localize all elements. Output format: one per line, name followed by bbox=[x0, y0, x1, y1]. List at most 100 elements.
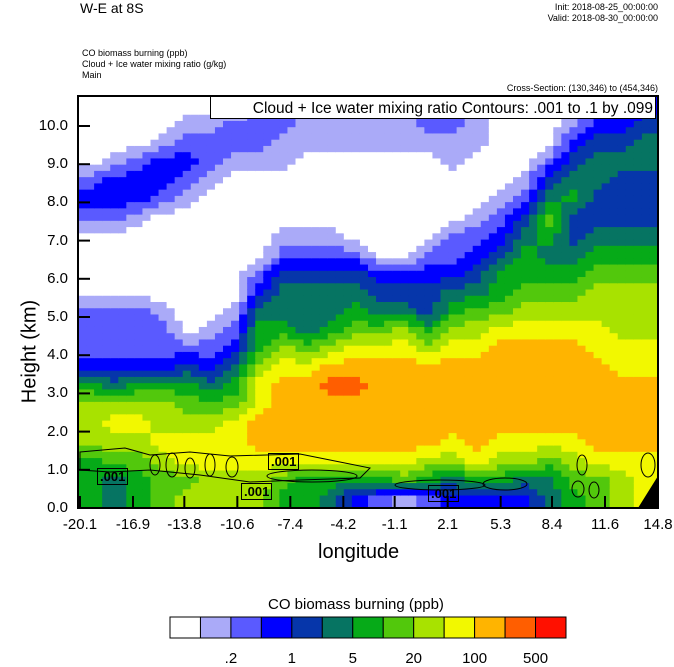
heatmap-cell bbox=[416, 214, 425, 222]
heatmap-cell bbox=[625, 277, 635, 284]
heatmap-cell bbox=[521, 289, 530, 297]
heatmap-cell bbox=[641, 308, 651, 316]
heatmap-cell bbox=[504, 177, 514, 184]
heatmap-cell bbox=[295, 370, 305, 378]
heatmap-cell bbox=[569, 302, 579, 309]
heatmap-cell bbox=[287, 383, 297, 390]
heatmap-cell bbox=[295, 489, 305, 497]
heatmap-cell bbox=[263, 120, 272, 128]
heatmap-cell bbox=[440, 333, 450, 341]
heatmap-cell bbox=[585, 308, 595, 316]
heatmap-cell bbox=[480, 345, 490, 353]
heatmap-cell bbox=[150, 389, 160, 397]
heatmap-cell bbox=[335, 320, 345, 328]
heatmap-cell bbox=[287, 339, 297, 347]
heatmap-cell bbox=[190, 102, 200, 110]
heatmap-cell bbox=[150, 364, 160, 372]
heatmap-cell bbox=[166, 108, 176, 116]
heatmap-cell bbox=[368, 445, 377, 453]
heatmap-cell bbox=[231, 227, 240, 234]
heatmap-cell bbox=[545, 139, 554, 147]
heatmap-cell bbox=[279, 351, 289, 359]
heatmap-cell bbox=[343, 152, 353, 160]
heatmap-cell bbox=[343, 233, 353, 241]
heatmap-cell bbox=[327, 120, 337, 128]
heatmap-cell bbox=[617, 358, 627, 366]
heatmap-cell bbox=[279, 376, 289, 384]
heatmap-cell bbox=[287, 239, 297, 247]
heatmap-cell bbox=[94, 289, 103, 297]
heatmap-cell bbox=[585, 358, 595, 366]
heatmap-cell bbox=[384, 227, 393, 234]
heatmap-cell bbox=[271, 264, 280, 272]
heatmap-cell bbox=[368, 214, 377, 222]
heatmap-cell bbox=[198, 314, 208, 322]
heatmap-cell bbox=[126, 458, 135, 465]
heatmap-cell bbox=[641, 164, 651, 172]
heatmap-cell bbox=[472, 233, 482, 241]
heatmap-cell bbox=[118, 227, 127, 234]
heatmap-cell bbox=[368, 195, 377, 203]
heatmap-cell bbox=[279, 451, 289, 459]
heatmap-cell bbox=[206, 339, 216, 347]
heatmap-cell bbox=[206, 426, 216, 434]
heatmap-cell bbox=[198, 289, 208, 297]
heatmap-cell bbox=[158, 345, 168, 353]
heatmap-cell bbox=[488, 326, 498, 334]
heatmap-cell bbox=[488, 233, 498, 241]
heatmap-cell bbox=[496, 177, 506, 184]
heatmap-cell bbox=[247, 495, 256, 503]
heatmap-cell bbox=[561, 483, 570, 490]
heatmap-cell bbox=[432, 177, 442, 184]
heatmap-cell bbox=[432, 470, 442, 478]
heatmap-cell bbox=[609, 389, 619, 397]
heatmap-cell bbox=[609, 152, 619, 160]
heatmap-cell bbox=[392, 451, 401, 459]
heatmap-cell bbox=[601, 270, 611, 278]
heatmap-cell bbox=[585, 189, 595, 197]
heatmap-cell bbox=[368, 408, 377, 415]
heatmap-cell bbox=[496, 420, 506, 428]
heatmap-cell bbox=[464, 158, 474, 166]
heatmap-cell bbox=[78, 376, 87, 384]
heatmap-cell bbox=[432, 414, 442, 422]
heatmap-cell bbox=[400, 170, 409, 178]
heatmap-cell bbox=[351, 208, 361, 216]
heatmap-cell bbox=[376, 164, 385, 172]
heatmap-cell bbox=[110, 351, 119, 359]
heatmap-cell bbox=[102, 489, 111, 497]
heatmap-cell bbox=[142, 195, 152, 203]
heatmap-cell bbox=[392, 433, 401, 440]
heatmap-cell bbox=[545, 476, 554, 484]
heatmap-cell bbox=[625, 389, 635, 397]
heatmap-cell bbox=[488, 252, 498, 259]
heatmap-cell bbox=[303, 401, 313, 409]
heatmap-cell bbox=[400, 458, 409, 465]
heatmap-cell bbox=[537, 120, 546, 128]
heatmap-cell bbox=[126, 320, 135, 328]
heatmap-cell bbox=[617, 370, 627, 378]
heatmap-cell bbox=[392, 239, 401, 247]
heatmap-cell bbox=[408, 302, 417, 309]
heatmap-cell bbox=[633, 145, 643, 153]
heatmap-cell bbox=[231, 289, 240, 297]
heatmap-cell bbox=[553, 289, 562, 297]
heatmap-cell bbox=[448, 139, 458, 147]
heatmap-cell bbox=[432, 420, 442, 428]
heatmap-cell bbox=[198, 252, 208, 259]
heatmap-cell bbox=[142, 158, 152, 166]
heatmap-cell bbox=[94, 170, 103, 178]
heatmap-cell bbox=[118, 189, 127, 197]
heatmap-cell bbox=[118, 145, 127, 153]
heatmap-cell bbox=[255, 258, 264, 266]
heatmap-cell bbox=[335, 127, 345, 135]
heatmap-cell bbox=[118, 370, 127, 378]
heatmap-cell bbox=[126, 239, 135, 247]
heatmap-cell bbox=[198, 308, 208, 316]
heatmap-cell bbox=[424, 383, 434, 390]
heatmap-cell bbox=[416, 433, 425, 440]
heatmap-cell bbox=[311, 489, 321, 497]
heatmap-cell bbox=[593, 370, 603, 378]
heatmap-cell bbox=[480, 189, 490, 197]
heatmap-cell bbox=[448, 202, 458, 209]
